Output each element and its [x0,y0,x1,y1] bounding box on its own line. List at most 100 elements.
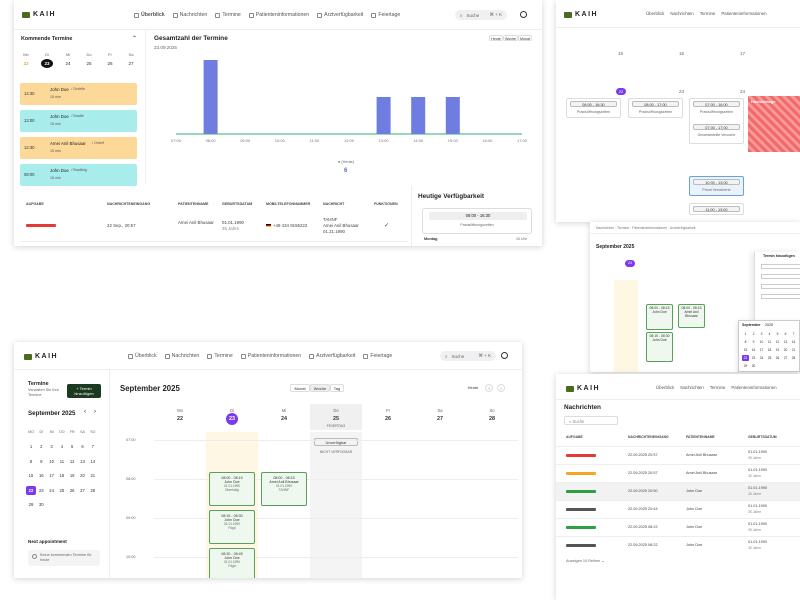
picker-day[interactable]: 7 [792,332,795,336]
mini-cal-day[interactable]: 16 [38,473,44,478]
prev-week-icon[interactable]: ‹ [485,384,493,392]
mini-cal-day[interactable]: 22 [26,485,36,495]
table-row[interactable]: 22.09.2025 20:57 Amei Anil Bhusaar 01.01.1… [556,446,800,464]
picker-day[interactable]: 4 [768,332,771,336]
nav-overview[interactable]: Überblick [646,11,665,16]
chart-bar[interactable] [203,60,218,134]
picker-day[interactable]: 11 [767,340,772,344]
picker-day[interactable]: 18 [767,348,772,352]
nav-appointments[interactable]: Termine [215,12,241,18]
mini-cal-day[interactable]: 21 [90,473,96,478]
brand-logo-5[interactable]: KAIH [566,385,600,392]
nav-overview[interactable]: Überblick [134,12,165,18]
nav-appointments[interactable]: Termine [709,385,726,390]
mini-cal-day[interactable]: 28 [90,487,96,493]
availability-card[interactable]: 08:00 - 16:30 Praxisöffnungszeiten [422,208,532,234]
mini-cal-day[interactable]: 15 [28,473,34,478]
picker-day[interactable]: 26 [775,356,780,360]
picker-day[interactable]: 24 [759,356,764,360]
mini-cal-day[interactable]: 6 [81,444,84,449]
search-input[interactable]: ⌕ Suche ⌘ + K [440,351,496,361]
picker-day[interactable]: 14 [791,340,796,344]
nav-messages[interactable]: Nachrichten [172,12,207,18]
table-row[interactable]: 22.09.2025 20:44 John Doe 01.01.1990 35 Jah… [556,500,800,518]
mini-cal-day[interactable]: 29 [28,502,34,507]
view-week-button[interactable]: Woche [310,384,330,392]
mini-cal-day[interactable]: 2 [40,444,43,449]
nav-patients[interactable]: Patienteninformationen [240,353,301,359]
brand-logo[interactable]: KAIH [22,11,56,18]
range-month-button[interactable]: Monat [518,35,532,41]
rows-per-page-select[interactable]: Anzeigen 10 Reihen ⌄ [566,559,605,563]
modal-field[interactable] [761,294,800,299]
avatar[interactable] [501,352,508,359]
picker-day[interactable]: 6 [784,332,787,336]
mini-cal-day[interactable]: 25 [59,487,65,493]
week-day-date[interactable]: 27 [128,61,134,66]
table-row[interactable]: 22.09.2025 20:50 John Doe 01.01.1990 35 Jah… [556,482,800,500]
chart-bar[interactable] [411,97,426,134]
mini-cal-day[interactable]: 18 [59,473,65,478]
mini-cal-day[interactable]: 5 [71,444,74,449]
mini-cal-day[interactable]: 11 [59,458,65,464]
picker-day[interactable]: 5 [776,332,779,336]
nav-availability[interactable]: Arztverfügbarkeit [317,12,363,18]
table-row[interactable]: 22 Sep., 20:57 Amei Anil Bhusaar 01.01.1… [20,212,408,242]
mini-cal-day[interactable]: 24 [49,487,54,493]
check-icon[interactable]: ✓ [384,223,390,229]
nav-patients[interactable]: Patienteninformationen [731,385,777,390]
mini-cal-day[interactable]: 4 [60,444,64,449]
mini-cal-day[interactable]: 3 [50,444,53,449]
picker-day[interactable]: 17 [759,348,764,352]
mini-cal-day[interactable]: 12 [69,458,75,464]
holiday-block[interactable]: Hochbertage [748,96,800,152]
mini-cal-day[interactable]: 13 [80,458,85,464]
prev-month-icon[interactable]: ‹ [84,409,86,415]
mini-cal-day[interactable]: 23 [38,487,44,493]
mini-cal-day[interactable]: 1 [29,444,33,449]
picker-day[interactable]: 15 [743,348,748,352]
picker-day[interactable]: 23 [751,356,756,360]
slot-card[interactable]: 11:00 - 13:00 [689,203,744,215]
appointment-slot[interactable]: 08:15 - 08:30 John Doe [646,332,673,362]
brand-logo-3[interactable]: KAIH [24,353,58,360]
chart-bar[interactable] [376,97,391,134]
table-row[interactable]: 22.09.2025 08:22 John Doe 01.01.1990 35 Jah… [556,536,800,554]
nav-overview[interactable]: Überblick [128,353,157,359]
week-day-date[interactable]: 22 [23,61,29,66]
appointment-slot[interactable]: 08:00 - 08:15 Amei Anil Bhusaar 01.01.1990… [261,472,307,506]
slot-card[interactable]: 08:00 - 16:30 Praxisöffnungszeiten [566,98,621,118]
mini-cal-day[interactable]: 30 [38,502,44,507]
modal-field[interactable] [761,274,800,279]
picker-day[interactable]: 13 [783,340,788,344]
picker-day[interactable]: 8 [744,340,747,344]
view-day-button[interactable]: Tag [330,384,344,392]
search-input[interactable]: ⌕ Suche ⌘ + K [455,10,507,20]
mini-cal-day[interactable]: 20 [80,473,85,478]
range-week-button[interactable]: Woche [503,35,518,41]
mini-cal-day[interactable]: 9 [40,458,43,464]
nav-patients[interactable]: Patienteninformationen [248,12,309,18]
day-date[interactable]: 23 [226,413,238,425]
appointment-slot[interactable]: 08:30 - 08:45 John Doe 01.01.1990 Fdgd [209,548,255,578]
picker-day[interactable]: 28 [791,356,796,360]
mini-cal-day[interactable]: 17 [49,473,54,478]
next-week-icon[interactable]: › [497,384,505,392]
mini-cal-day[interactable]: 27 [80,487,85,493]
table-row[interactable]: 22.09.2025 20:57 Amei Anil Bhusaar 01.01.1… [556,464,800,482]
nav-availability[interactable]: Arztverfügbarkeit [309,353,355,359]
picker-day[interactable]: 20 [783,348,788,352]
chart-bar[interactable] [445,97,460,134]
nav-patients[interactable]: Patienteninformationen [721,11,767,16]
day-date[interactable]: 25 [333,416,339,422]
nav-overview[interactable]: Überblick [656,385,675,390]
slot-card[interactable]: 08:00 - 17:00 Praxisöffnungszeiten [628,98,683,118]
slot-card[interactable]: 07:00 - 16:00 Praxisöffnungszeiten 07:00… [689,98,744,144]
range-today-button[interactable]: Heute [489,35,503,41]
appointment-card[interactable]: 12:30 Amei Anil Bhusaar / Ordelf 15 min [20,137,137,159]
appointment-slot[interactable]: 08:15 - 08:30 John Doe 01.01.1990 Fdgd [209,510,255,544]
phone-number[interactable]: +49 434 9155222 [266,223,307,228]
day-date[interactable]: 24 [281,416,287,422]
mini-cal-day[interactable]: 10 [49,458,54,464]
nav-messages[interactable]: Nachrichten [680,385,704,390]
